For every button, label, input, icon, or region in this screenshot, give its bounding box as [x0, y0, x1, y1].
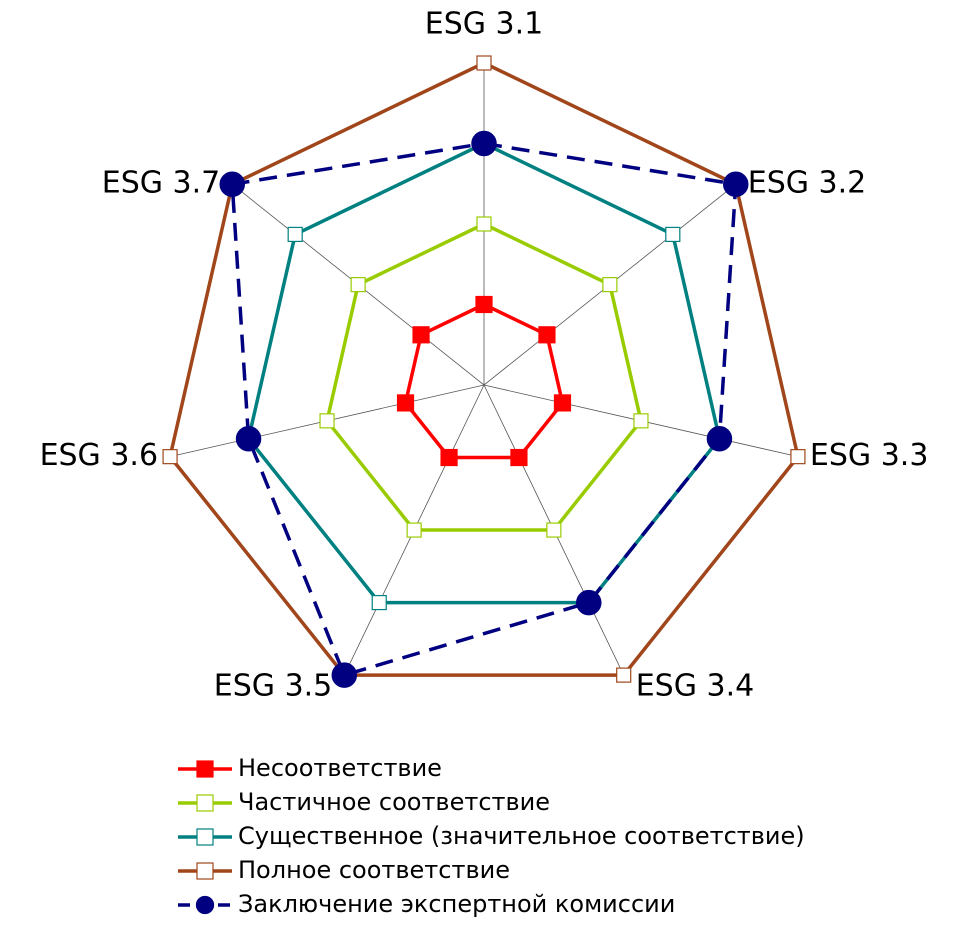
point [471, 130, 497, 157]
point [162, 449, 178, 465]
legend-text: Несоответствие [238, 754, 442, 782]
point [396, 394, 415, 412]
point [331, 662, 358, 688]
series-line [246, 141, 722, 605]
series-line [168, 61, 800, 677]
axis-label: ESG 3.4 [636, 669, 755, 704]
point [475, 295, 493, 314]
point [350, 277, 366, 293]
point [790, 449, 806, 465]
axis-label: ESG 3.7 [102, 166, 221, 201]
series-line [325, 222, 643, 532]
point [440, 448, 458, 467]
point [406, 522, 422, 538]
point [722, 171, 749, 197]
legend-text: Частичное соответствие [238, 788, 550, 816]
legend-marker [196, 760, 214, 778]
axis-label: ESG 3.1 [425, 7, 544, 42]
point [553, 394, 572, 412]
point [665, 226, 681, 243]
legend-text: Заключение экспертной комиссии [238, 890, 675, 918]
point [476, 55, 492, 71]
point [633, 413, 649, 429]
point [706, 425, 733, 452]
point [538, 326, 556, 344]
legend-marker [195, 895, 215, 915]
point [219, 171, 246, 197]
point [371, 594, 387, 611]
axis-label: ESG 3.3 [810, 438, 929, 473]
point [510, 448, 528, 467]
point [616, 667, 632, 683]
point [319, 413, 335, 429]
point [412, 326, 430, 344]
legend-marker [196, 862, 214, 880]
series-line [403, 302, 565, 460]
point [576, 589, 602, 616]
axis-label: ESG 3.6 [40, 438, 159, 473]
legend-marker [196, 794, 214, 812]
legend-text: Полное соответствие [238, 856, 510, 884]
series-line [230, 141, 738, 678]
axis-label: ESG 3.2 [748, 166, 867, 201]
point [546, 522, 562, 538]
legend-text: Существенное (значительное соответствие) [238, 822, 805, 850]
axis-label: ESG 3.5 [214, 669, 333, 704]
point [235, 425, 262, 452]
point [287, 226, 303, 243]
point [476, 216, 492, 232]
point [602, 277, 618, 293]
legend-marker [196, 828, 214, 846]
